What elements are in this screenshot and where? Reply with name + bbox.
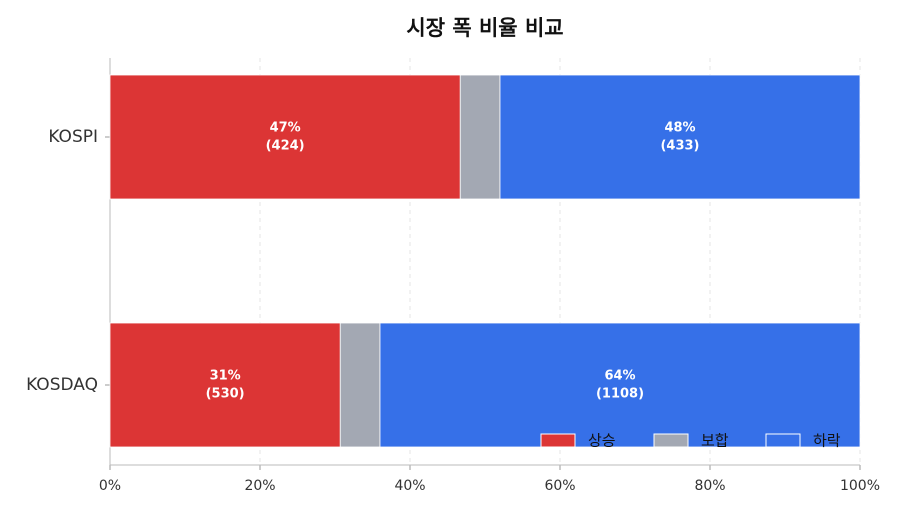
x-tick-label: 60% (544, 478, 575, 494)
legend-label: 보합 (701, 432, 729, 450)
value-label: 48% (664, 121, 695, 136)
count-label: (530) (206, 387, 245, 402)
legend-label: 상승 (588, 432, 616, 450)
count-label: (1108) (596, 387, 644, 402)
value-label: 31% (210, 369, 241, 384)
x-tick-label: 100% (840, 478, 880, 494)
count-label: (433) (660, 139, 699, 154)
bar-segment (459, 74, 501, 200)
value-label: 47% (270, 121, 301, 136)
bar-segment (339, 322, 381, 448)
legend-swatch (765, 433, 801, 448)
chart-title: 시장 폭 비율 비교 (406, 16, 563, 40)
legend-swatch (653, 433, 689, 448)
bar-segment (379, 322, 861, 448)
value-label: 64% (604, 369, 635, 384)
legend-label: 하락 (813, 432, 841, 450)
legend-swatch (540, 433, 576, 448)
bar-segment (109, 322, 341, 448)
bar-segment (109, 74, 461, 200)
x-tick-label: 40% (394, 478, 425, 494)
y-tick-label: KOSPI (48, 127, 98, 147)
x-tick-label: 80% (694, 478, 725, 494)
count-label: (424) (266, 139, 305, 154)
x-tick-label: 0% (99, 478, 121, 494)
y-tick-label: KOSDAQ (26, 375, 98, 395)
x-tick-label: 20% (244, 478, 275, 494)
bar-segment (499, 74, 861, 200)
